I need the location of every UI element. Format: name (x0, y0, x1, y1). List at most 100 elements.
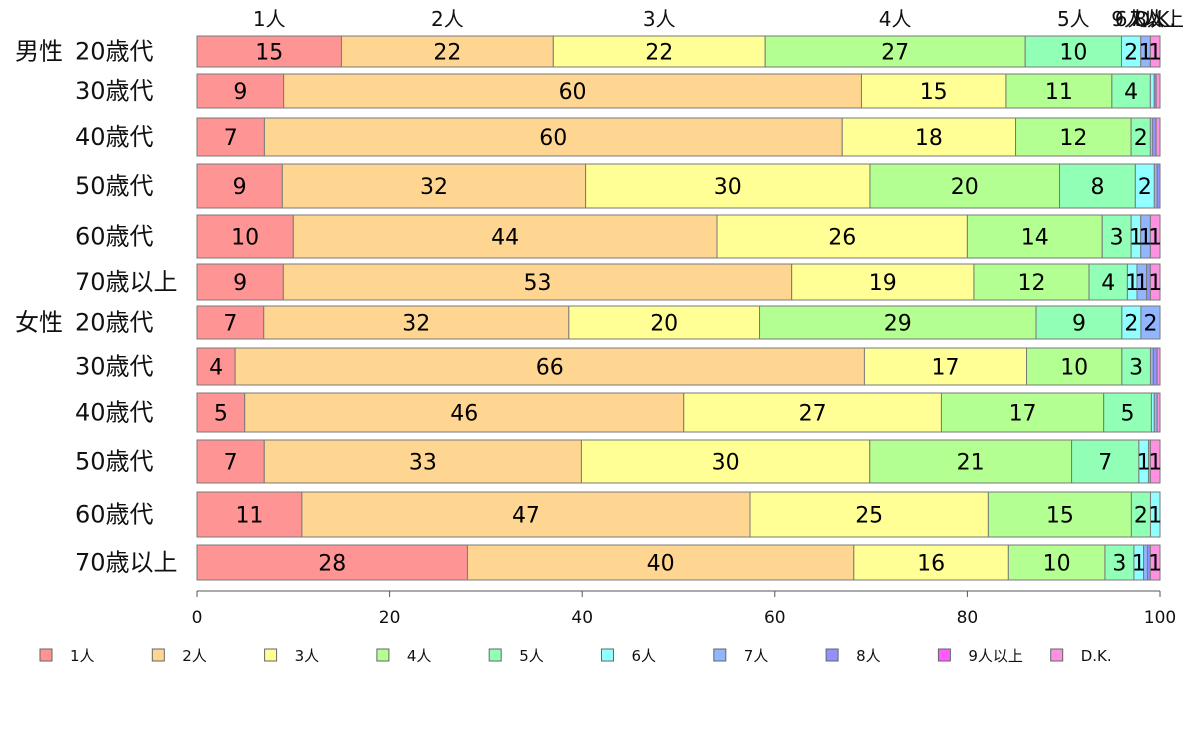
value-label: 8 (1090, 175, 1104, 200)
bar-row (196, 214, 1161, 259)
bar-row (196, 35, 1161, 68)
bar-segment (234, 347, 865, 386)
bar-segment (940, 392, 1105, 433)
value-label: 19 (869, 271, 897, 296)
legend-label: 6人 (632, 647, 657, 665)
value-label: 7 (224, 126, 238, 151)
value-label: 47 (512, 504, 540, 529)
value-label: 12 (1059, 126, 1087, 151)
bar-segment (853, 544, 1009, 581)
value-label: 2 (1134, 126, 1148, 151)
legend-swatch (937, 648, 951, 662)
bar-segment (759, 305, 1037, 340)
bar-segment (263, 117, 843, 157)
value-label: 60 (559, 80, 587, 105)
legend-swatch (39, 648, 53, 662)
bar-segment (466, 544, 855, 581)
value-label: 29 (884, 312, 912, 337)
row-label: 70歳以上 (75, 268, 178, 296)
bar-segment (196, 544, 468, 581)
bar-segment (1104, 544, 1135, 581)
bar-segment (301, 491, 751, 538)
value-label: 15 (1046, 504, 1074, 529)
value-label: 1 (1139, 41, 1153, 66)
bar-row (196, 439, 1161, 484)
value-label: 1 (1148, 504, 1162, 529)
bar-segment (292, 214, 718, 259)
bar-segment (281, 163, 587, 209)
bar-segment (1149, 214, 1161, 259)
value-label: 1 (1148, 226, 1162, 251)
bar-segment (580, 439, 871, 484)
value-label: 40 (647, 552, 675, 577)
value-label: 1 (1148, 552, 1162, 577)
bar-segment (1149, 491, 1161, 538)
value-label: 30 (712, 451, 740, 476)
bar-segment (869, 439, 1073, 484)
value-label: 16 (917, 552, 945, 577)
group-label: 女性 (15, 309, 63, 337)
legend-item: 1人 (39, 647, 95, 665)
value-label: 22 (433, 41, 461, 66)
bar-segment (1026, 347, 1123, 386)
value-label: 20 (650, 312, 678, 337)
value-label: 44 (491, 226, 519, 251)
value-label: 1 (1137, 451, 1151, 476)
bar-segment (196, 35, 342, 68)
top-series-label: 4人 (879, 7, 912, 31)
legend-label: D.K. (1081, 647, 1112, 665)
top-series-label: 6人 (1115, 7, 1148, 31)
value-label: 3 (1129, 356, 1143, 381)
bar-segment (1149, 35, 1161, 68)
value-label: 15 (920, 80, 948, 105)
value-label: 32 (420, 175, 448, 200)
row-label: 20歳代 (75, 38, 154, 66)
legend-label: 7人 (744, 647, 769, 665)
bar-row (196, 73, 1161, 109)
value-label: 4 (1101, 271, 1115, 296)
value-labels: 15 22 22 27 10 2 119 60 15 11 47 60 18 12 29 32 30 20 8 210… (209, 41, 1162, 577)
value-label: 46 (450, 402, 478, 427)
bar-segment (1155, 117, 1161, 157)
value-label: 3 (1112, 552, 1126, 577)
bar-segment (1111, 73, 1151, 109)
top-series-label: 7人 (1129, 7, 1162, 31)
bar-segment (568, 305, 761, 340)
bar-segment (585, 163, 871, 209)
value-label: 5 (1121, 402, 1135, 427)
value-label: 60 (539, 126, 567, 151)
bar-segment (1149, 73, 1155, 109)
value-label: 5 (214, 402, 228, 427)
legend-item: 9人以上 (937, 647, 1023, 665)
value-label: 1 (1125, 271, 1139, 296)
value-label: 26 (828, 226, 856, 251)
value-label: 7 (1098, 451, 1112, 476)
value-label: 9 (233, 80, 247, 105)
legend-label: 4人 (407, 647, 432, 665)
bar-segment (683, 392, 942, 433)
legend-item: 6人 (601, 647, 657, 665)
row-label: 50歳代 (75, 172, 154, 200)
bar-segment (987, 491, 1132, 538)
legend-item: 7人 (713, 647, 769, 665)
x-axis: 0 20 40 60 80 100 (192, 590, 1176, 628)
top-series-label: D.K. (1135, 7, 1176, 31)
row-label: 50歳代 (75, 448, 154, 476)
value-label: 1 (1135, 271, 1149, 296)
value-label: 20 (951, 175, 979, 200)
legend-item: 3人 (264, 647, 319, 665)
bar-segment (973, 263, 1090, 301)
bar-segment (1088, 263, 1128, 301)
value-label: 28 (318, 552, 346, 577)
bar-segment (552, 35, 766, 68)
bar-segment (196, 214, 294, 259)
value-label: 10 (1043, 552, 1071, 577)
legend-swatch (713, 648, 727, 662)
value-label: 1 (1148, 451, 1162, 476)
x-tick-label: 20 (379, 608, 401, 628)
value-label: 11 (235, 504, 263, 529)
top-series-label: 5人 (1057, 7, 1090, 31)
legend-label: 5人 (519, 647, 544, 665)
bar-segment (340, 35, 554, 68)
